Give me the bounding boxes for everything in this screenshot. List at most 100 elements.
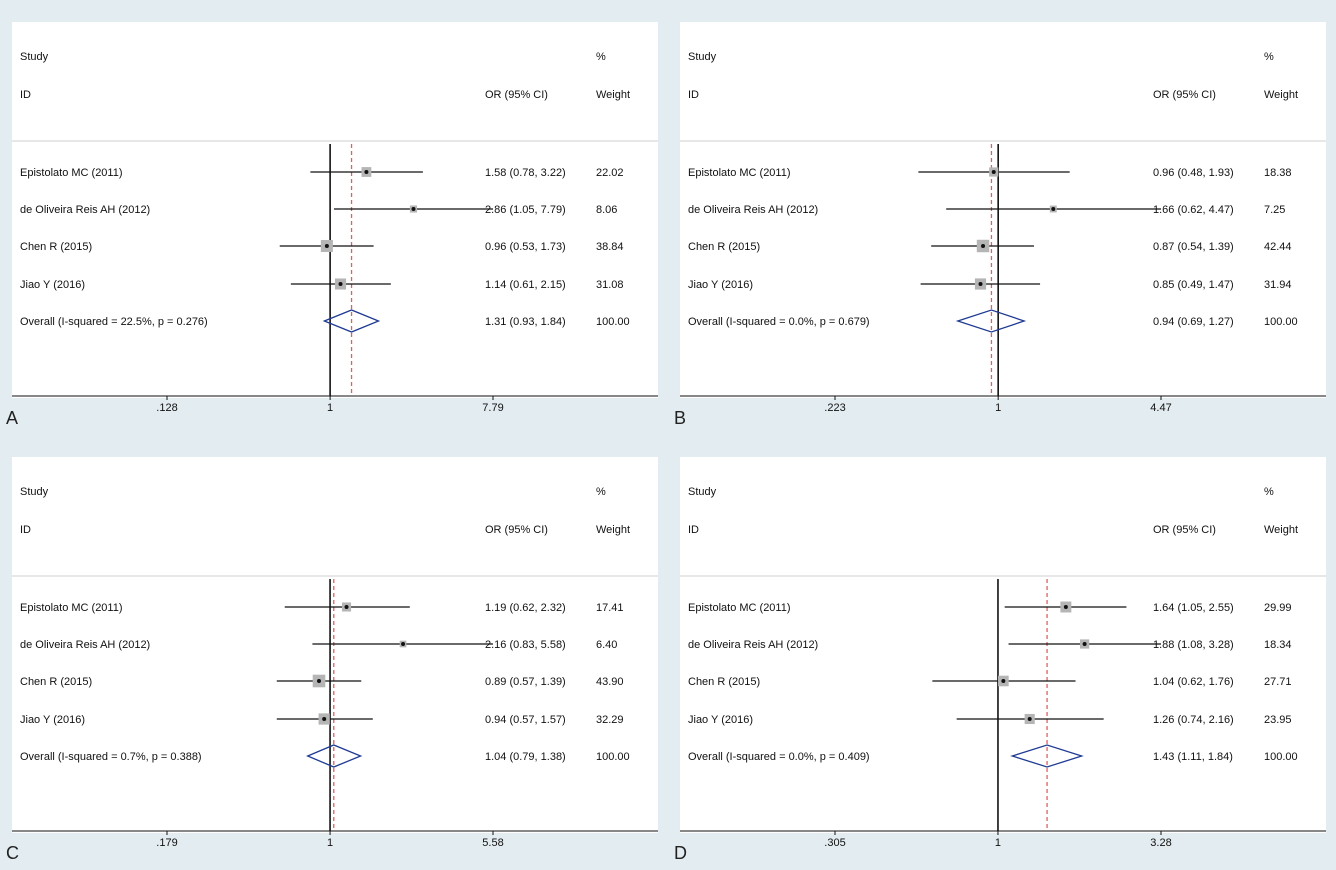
point-estimate <box>1063 605 1068 609</box>
study-label: Chen R (2015) <box>20 241 92 253</box>
header-weight: Weight <box>596 89 630 101</box>
overall-label: Overall (I-squared = 22.5%, p = 0.276) <box>20 316 208 328</box>
header-or-ci: OR (95% CI) <box>1153 89 1216 101</box>
study-label: Epistolato MC (2011) <box>20 602 123 614</box>
overall-or-ci-value: 1.31 (0.93, 1.84) <box>485 316 566 328</box>
or-ci-value: 1.58 (0.78, 3.22) <box>485 167 566 179</box>
header-id: ID <box>20 524 31 536</box>
x-tick-label: 7.79 <box>482 402 503 414</box>
study-label: Epistolato MC (2011) <box>688 167 791 179</box>
or-ci-value: 0.96 (0.53, 1.73) <box>485 241 566 253</box>
or-ci-value: 0.94 (0.57, 1.57) <box>485 714 566 726</box>
point-estimate <box>324 244 329 248</box>
header-or-ci: OR (95% CI) <box>485 89 548 101</box>
overall-diamond <box>1010 744 1084 768</box>
header-id: ID <box>688 524 699 536</box>
or-ci-value: 1.04 (0.62, 1.76) <box>1153 676 1234 688</box>
x-tick-label: .223 <box>824 402 845 414</box>
or-ci-value: 1.64 (1.05, 2.55) <box>1153 602 1234 614</box>
study-label: Epistolato MC (2011) <box>688 602 791 614</box>
point-estimate <box>1051 207 1056 211</box>
overall-label: Overall (I-squared = 0.0%, p = 0.679) <box>688 316 870 328</box>
x-tick-label: .128 <box>156 402 177 414</box>
or-ci-value: 2.86 (1.05, 7.79) <box>485 204 566 216</box>
header-weight: Weight <box>1264 89 1298 101</box>
header-percent: % <box>596 486 606 498</box>
x-tick-label: 5.58 <box>482 837 503 849</box>
point-estimate <box>322 717 327 721</box>
or-ci-value: 1.19 (0.62, 2.32) <box>485 602 566 614</box>
overall-weight-value: 100.00 <box>1264 751 1298 763</box>
point-estimate <box>317 679 322 683</box>
study-label: Chen R (2015) <box>688 676 760 688</box>
weight-value: 17.41 <box>596 602 624 614</box>
study-label: Epistolato MC (2011) <box>20 167 123 179</box>
point-estimate <box>364 170 369 174</box>
header-percent: % <box>1264 51 1274 63</box>
header-study: Study <box>20 486 49 498</box>
or-ci-value: 0.89 (0.57, 1.39) <box>485 676 566 688</box>
header-percent: % <box>1264 486 1274 498</box>
weight-value: 31.94 <box>1264 279 1292 291</box>
panel-label: C <box>6 843 19 863</box>
overall-label: Overall (I-squared = 0.7%, p = 0.388) <box>20 751 202 763</box>
forest-panel-b: Study ID OR (95% CI)% Weight .223 1 4.47 Episto… <box>674 22 1326 428</box>
point-estimate <box>344 605 349 609</box>
point-estimate <box>991 170 996 174</box>
panel-label: D <box>674 843 687 863</box>
header-percent: % <box>596 51 606 63</box>
header-id: ID <box>20 89 31 101</box>
x-tick-label: 1 <box>995 402 1001 414</box>
x-tick-label: .179 <box>156 837 177 849</box>
panel-label: A <box>6 408 18 428</box>
or-ci-value: 0.85 (0.49, 1.47) <box>1153 279 1234 291</box>
point-estimate <box>1001 679 1006 683</box>
point-estimate <box>1027 717 1032 721</box>
x-tick-label: 1 <box>995 837 1001 849</box>
weight-value: 8.06 <box>596 204 617 216</box>
or-ci-value: 0.87 (0.54, 1.39) <box>1153 241 1234 253</box>
overall-weight-value: 100.00 <box>1264 316 1298 328</box>
header-study: Study <box>688 486 717 498</box>
header-study: Study <box>20 51 49 63</box>
header-id: ID <box>688 89 699 101</box>
x-tick-label: 1 <box>327 837 333 849</box>
study-label: Chen R (2015) <box>688 241 760 253</box>
weight-value: 31.08 <box>596 279 624 291</box>
overall-weight-value: 100.00 <box>596 316 630 328</box>
header-or-ci: OR (95% CI) <box>485 524 548 536</box>
study-label: Jiao Y (2016) <box>688 279 753 291</box>
study-label: de Oliveira Reis AH (2012) <box>688 639 818 651</box>
plot-region <box>12 22 658 398</box>
x-tick-label: .305 <box>824 837 845 849</box>
weight-value: 27.71 <box>1264 676 1292 688</box>
overall-label: Overall (I-squared = 0.0%, p = 0.409) <box>688 751 870 763</box>
or-ci-value: 1.14 (0.61, 2.15) <box>485 279 566 291</box>
overall-diamond <box>955 309 1027 333</box>
study-label: de Oliveira Reis AH (2012) <box>688 204 818 216</box>
x-tick-label: 1 <box>327 402 333 414</box>
header-weight: Weight <box>596 524 630 536</box>
x-tick-label: 3.28 <box>1150 837 1171 849</box>
or-ci-value: 1.88 (1.08, 3.28) <box>1153 639 1234 651</box>
study-label: Jiao Y (2016) <box>20 279 85 291</box>
x-tick-label: 4.47 <box>1150 402 1171 414</box>
overall-weight-value: 100.00 <box>596 751 630 763</box>
study-label: Jiao Y (2016) <box>20 714 85 726</box>
weight-value: 22.02 <box>596 167 624 179</box>
or-ci-value: 1.66 (0.62, 4.47) <box>1153 204 1234 216</box>
overall-or-ci-value: 0.94 (0.69, 1.27) <box>1153 316 1234 328</box>
or-ci-value: 2.16 (0.83, 5.58) <box>485 639 566 651</box>
plot-region <box>12 457 658 833</box>
or-ci-value: 0.96 (0.48, 1.93) <box>1153 167 1234 179</box>
overall-diamond <box>306 744 363 768</box>
or-ci-value: 1.26 (0.74, 2.16) <box>1153 714 1234 726</box>
weight-value: 6.40 <box>596 639 617 651</box>
study-label: de Oliveira Reis AH (2012) <box>20 639 150 651</box>
point-estimate <box>401 642 406 646</box>
study-label: de Oliveira Reis AH (2012) <box>20 204 150 216</box>
header-study: Study <box>688 51 717 63</box>
weight-value: 23.95 <box>1264 714 1292 726</box>
weight-value: 42.44 <box>1264 241 1292 253</box>
